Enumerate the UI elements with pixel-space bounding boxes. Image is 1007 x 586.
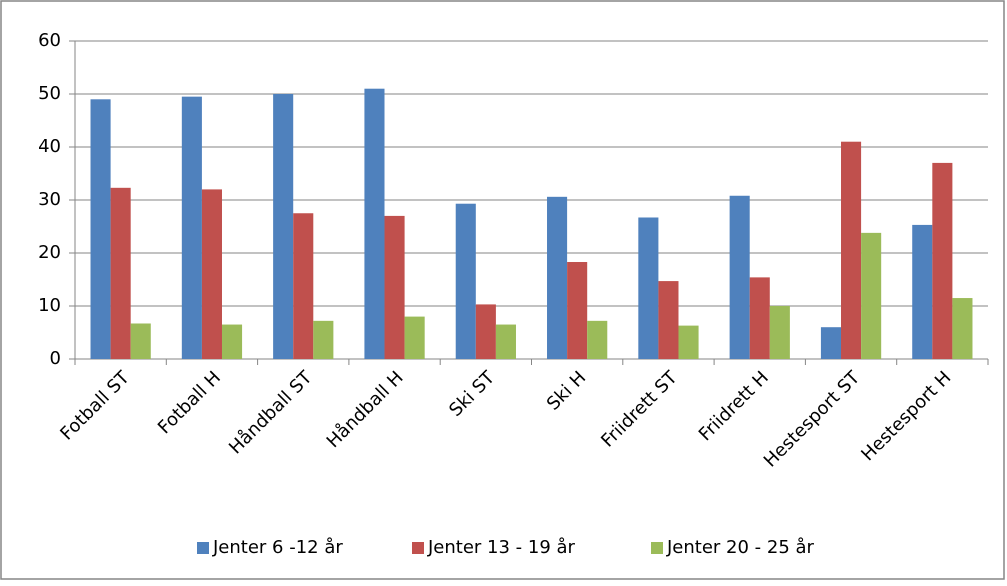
bar xyxy=(293,213,314,359)
bar xyxy=(547,196,568,359)
bar xyxy=(841,141,862,359)
legend-label: Jenter 20 - 25 år xyxy=(666,537,815,558)
bar xyxy=(201,189,222,359)
bar xyxy=(364,88,385,359)
bar xyxy=(313,320,334,359)
bar xyxy=(384,215,405,359)
bar xyxy=(181,96,202,360)
y-tick-label: 40 xyxy=(38,136,61,157)
y-tick-label: 50 xyxy=(38,83,61,104)
bar xyxy=(221,324,243,359)
bar xyxy=(475,304,496,359)
legend-swatch xyxy=(651,542,663,554)
bar xyxy=(658,281,679,359)
bar xyxy=(749,277,770,359)
bar xyxy=(90,99,111,360)
legend-swatch xyxy=(197,542,209,554)
bar xyxy=(729,195,750,359)
y-tick-label: 0 xyxy=(50,348,61,369)
y-tick-label: 30 xyxy=(38,189,61,210)
legend-label: Jenter 6 -12 år xyxy=(212,537,343,558)
legend-label: Jenter 13 - 19 år xyxy=(427,537,576,558)
bar xyxy=(110,187,131,359)
bar xyxy=(952,298,973,359)
bar xyxy=(273,94,294,359)
bar xyxy=(567,262,588,359)
bar xyxy=(638,217,659,359)
bar xyxy=(130,323,151,359)
y-tick-label: 60 xyxy=(38,30,61,51)
bar xyxy=(912,224,933,359)
bar xyxy=(932,162,953,359)
bar xyxy=(404,316,425,359)
bar xyxy=(495,324,516,359)
bar xyxy=(678,325,699,359)
y-tick-label: 10 xyxy=(38,295,61,316)
bar xyxy=(769,306,790,359)
bar xyxy=(455,203,476,359)
legend-swatch xyxy=(412,542,424,554)
y-tick-label: 20 xyxy=(38,242,61,263)
bar xyxy=(820,327,842,359)
bar xyxy=(861,232,882,359)
bar xyxy=(587,320,608,359)
